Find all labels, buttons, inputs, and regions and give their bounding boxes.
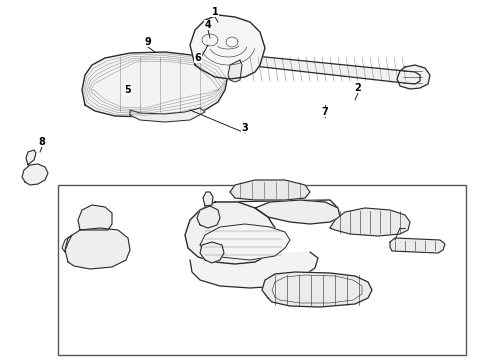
Text: 5: 5 <box>124 85 131 95</box>
Text: 9: 9 <box>145 37 151 47</box>
Bar <box>58 185 466 355</box>
Polygon shape <box>130 108 205 122</box>
Text: 3: 3 <box>242 123 248 133</box>
Polygon shape <box>330 208 410 236</box>
Polygon shape <box>62 235 72 252</box>
Polygon shape <box>203 192 213 206</box>
Text: 7: 7 <box>321 107 328 117</box>
Polygon shape <box>255 200 340 224</box>
Text: 4: 4 <box>205 20 211 30</box>
Polygon shape <box>200 224 290 260</box>
Polygon shape <box>185 202 278 264</box>
Polygon shape <box>262 272 372 307</box>
Polygon shape <box>65 228 130 269</box>
Text: 2: 2 <box>355 83 362 93</box>
Polygon shape <box>230 180 310 200</box>
Polygon shape <box>190 15 265 79</box>
Polygon shape <box>26 150 36 165</box>
Polygon shape <box>240 55 420 84</box>
Polygon shape <box>197 206 220 228</box>
Text: 8: 8 <box>39 137 46 147</box>
Polygon shape <box>397 65 430 89</box>
Polygon shape <box>82 52 228 117</box>
Polygon shape <box>200 242 224 263</box>
Polygon shape <box>78 205 112 230</box>
Text: 6: 6 <box>195 53 201 63</box>
Polygon shape <box>22 164 48 185</box>
Text: 1: 1 <box>212 7 219 17</box>
Polygon shape <box>390 238 445 253</box>
Polygon shape <box>190 252 318 288</box>
Polygon shape <box>228 60 242 82</box>
